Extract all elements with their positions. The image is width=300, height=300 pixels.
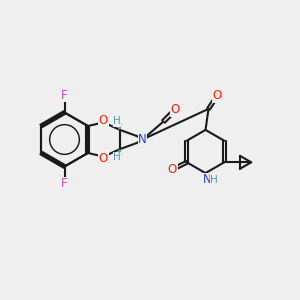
Text: H: H — [113, 116, 121, 127]
Text: O: O — [168, 163, 177, 176]
Text: O: O — [212, 89, 221, 103]
Text: F: F — [61, 177, 68, 190]
Text: H: H — [210, 175, 218, 185]
Text: O: O — [171, 103, 180, 116]
Text: O: O — [99, 114, 108, 128]
Text: F: F — [61, 88, 68, 102]
Text: H: H — [113, 152, 121, 163]
Text: N: N — [202, 173, 211, 186]
Text: N: N — [138, 133, 147, 146]
Text: O: O — [99, 152, 108, 165]
